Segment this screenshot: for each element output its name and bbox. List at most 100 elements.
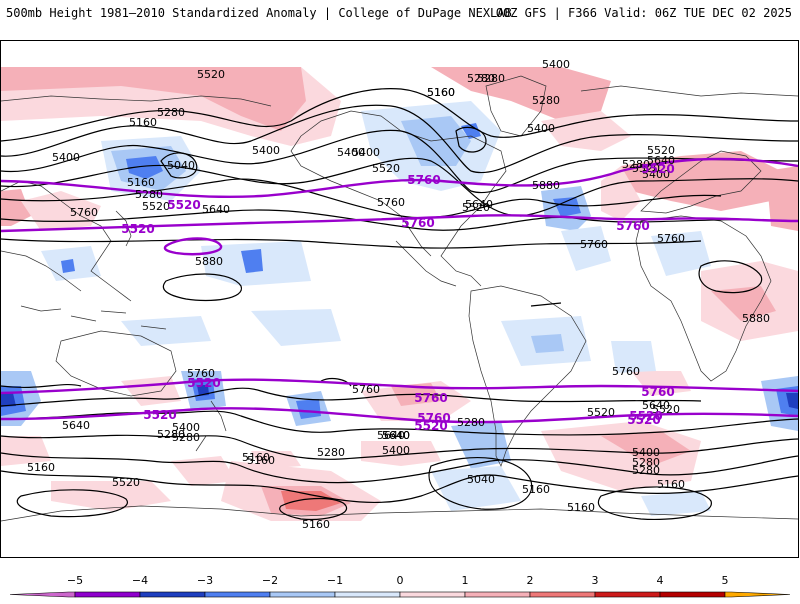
coastline	[485, 75, 547, 137]
highlight-contour-label: 5520	[629, 409, 662, 423]
height-contour	[1, 238, 702, 249]
highlight-contour	[1, 407, 798, 424]
anomaly-area	[241, 249, 263, 273]
anomaly-area	[553, 197, 581, 217]
contour-label: 5160	[657, 478, 685, 491]
map-canvas[interactable]: 5520540052805160528054005160504054005160…	[1, 41, 798, 557]
highlight-contour	[1, 378, 798, 395]
contour-label: 5520	[112, 476, 140, 489]
colorbar-tick-label: −2	[262, 574, 278, 587]
highlight-contour-label: 5760	[414, 391, 447, 405]
height-contour	[428, 456, 533, 510]
anomaly-area	[51, 481, 171, 511]
highlight-contours	[1, 157, 798, 424]
colorbar-segment	[399, 591, 466, 598]
anomaly-area	[611, 341, 656, 373]
height-contour	[1, 88, 798, 142]
map-panel[interactable]: 5520 5400 5280 5160 5280 5400 5160 5040 5400 5160…	[0, 40, 799, 558]
highlight-contour-label: 5760	[641, 385, 674, 399]
contour-labels: 5520540052805160528054005160504054005160…	[27, 58, 770, 531]
contour-label: 5760	[352, 383, 380, 396]
contour-label: 5760	[580, 238, 608, 251]
contour-label: 5160	[247, 454, 275, 467]
model-run-info: 00Z GFS | F366 Valid: 06Z TUE DEC 02 202…	[495, 6, 792, 20]
highlight-contour-label: 5520	[627, 413, 660, 427]
coastline	[468, 285, 587, 467]
highlight-contour-label: 5520	[121, 222, 154, 236]
anomaly-area	[711, 286, 776, 321]
coastline	[1, 95, 272, 107]
coastlines	[1, 75, 798, 522]
coastline	[640, 150, 762, 214]
height-contour	[1, 434, 798, 460]
contour-label: 5280	[457, 416, 485, 429]
highlight-contour-label: 5760	[407, 173, 440, 187]
contour-label: 5280	[157, 428, 185, 441]
contour-label: 5640	[642, 399, 670, 412]
contour-label: 5160	[129, 116, 157, 129]
anomaly-area	[541, 111, 631, 151]
anomaly-area	[766, 166, 798, 231]
anomaly-area	[1, 393, 16, 407]
contour-label: 5280	[317, 446, 345, 459]
anomaly-area	[1, 189, 31, 226]
contour-label: 5520	[587, 406, 615, 419]
anomaly-area	[621, 151, 781, 211]
contour-label: 5640	[647, 154, 675, 167]
contour-label: 5400	[52, 151, 80, 164]
contour-label: 5280	[632, 456, 660, 469]
colorbar-segment	[139, 591, 206, 598]
colorbar-segment	[594, 591, 661, 598]
anomaly-area	[561, 226, 611, 271]
contour-label: 5400	[352, 146, 380, 159]
colorbar-tick-label: 5	[722, 574, 729, 587]
contour-label: 5160	[242, 451, 270, 464]
coastline	[20, 305, 62, 312]
highlight-contour-label: 5520	[167, 198, 200, 212]
anomaly-area	[251, 309, 341, 346]
contour-label: 5400	[632, 446, 660, 459]
contour-label: 5280	[632, 464, 660, 477]
height-contour	[530, 302, 562, 307]
colorbar-tick-label: 0	[397, 574, 404, 587]
coastline	[100, 310, 127, 314]
anomaly-area	[281, 491, 341, 511]
anomaly-area	[1, 67, 306, 131]
contour-label: 5520	[197, 68, 225, 81]
coastline	[195, 435, 207, 452]
coastline	[70, 315, 97, 322]
highlight-contour-label: 5760	[401, 216, 434, 230]
anomaly-area	[61, 259, 75, 273]
colorbar-segment	[659, 591, 726, 598]
contour-label: 5760	[70, 206, 98, 219]
coastline	[140, 325, 167, 330]
contour-label: 5520	[647, 144, 675, 157]
contour-label: 5640	[465, 198, 493, 211]
contour-label: 5760	[612, 365, 640, 378]
contour-label: 5880	[532, 179, 560, 192]
coastline	[395, 240, 457, 287]
anomaly-area	[121, 316, 211, 346]
anomaly-area	[531, 334, 564, 353]
colorbar-segment	[269, 591, 336, 598]
highlight-contour	[1, 157, 798, 199]
contour-label: 5040	[467, 473, 495, 486]
height-contour	[597, 486, 712, 520]
contour-label: 5160	[127, 176, 155, 189]
map-header: 500mb Height 1981–2010 Standardized Anom…	[0, 0, 800, 30]
colorbar-segment	[204, 591, 271, 598]
contour-label: 5520	[632, 162, 660, 175]
coastline	[55, 330, 177, 397]
contour-label: 5400	[172, 421, 200, 434]
height-contour	[1, 383, 82, 389]
colorbar-tick-label: −3	[197, 574, 213, 587]
anomaly-area	[786, 393, 798, 409]
colorbar-segment	[529, 591, 596, 598]
anomaly-area	[401, 116, 471, 166]
height-contour	[1, 452, 798, 484]
coastline	[580, 85, 798, 97]
highlight-contour-label: 5520	[641, 162, 674, 176]
colorbar-segment	[74, 591, 141, 598]
contour-label: 5640	[202, 203, 230, 216]
contour-label: 5400	[382, 444, 410, 457]
